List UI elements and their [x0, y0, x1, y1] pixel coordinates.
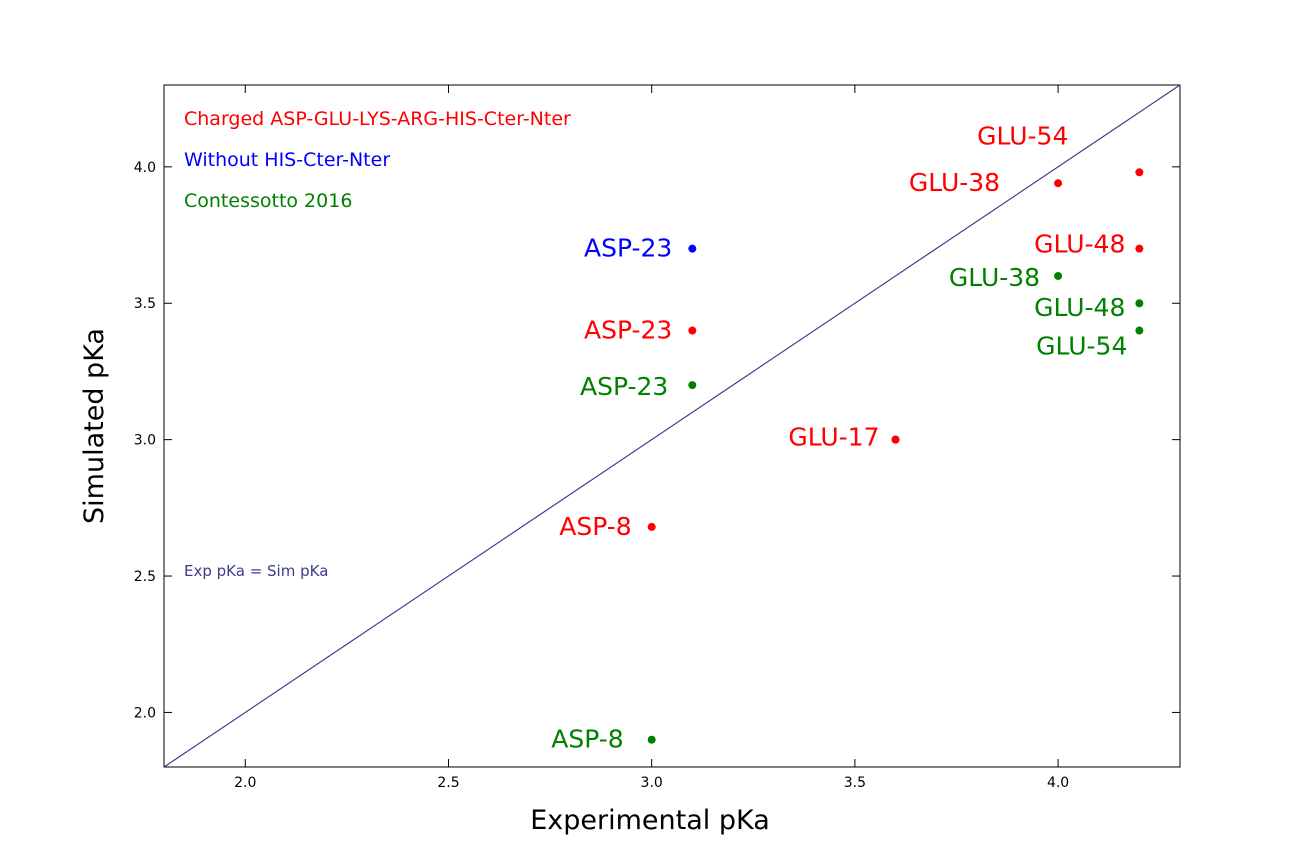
data-point: [688, 326, 697, 335]
data-point: [647, 735, 656, 744]
x-tick-label: 2.0: [234, 775, 256, 791]
data-point: [1054, 271, 1063, 280]
point-label: GLU-48: [1034, 230, 1125, 259]
y-tick-label: 2.5: [134, 569, 156, 585]
ticks-layer: 2.0 2.5 3.0 3.5 4.0 2.0 2.5 3.0 3.5 4.0: [134, 85, 1180, 791]
point-label: GLU-38: [949, 263, 1040, 292]
point-label: GLU-38: [909, 168, 1000, 197]
point-label: ASP-8: [559, 512, 631, 541]
data-point: [1135, 326, 1144, 335]
point-label: GLU-54: [977, 121, 1068, 150]
legend-entry: Charged ASP-GLU-LYS-ARG-HIS-Cter-Nter: [184, 108, 571, 130]
data-point: [1135, 244, 1144, 253]
x-axis-title: Experimental pKa: [530, 805, 770, 836]
data-point: [1135, 299, 1144, 308]
data-point: [1135, 168, 1144, 177]
point-label: ASP-8: [551, 725, 623, 754]
point-label: GLU-54: [1036, 332, 1127, 361]
legend-entry: Without HIS-Cter-Nter: [184, 149, 390, 171]
legend: Charged ASP-GLU-LYS-ARG-HIS-Cter-Nter Wit…: [184, 108, 571, 212]
points-layer: [647, 168, 1144, 744]
point-label: ASP-23: [584, 234, 672, 263]
y-tick-label: 2.0: [134, 705, 156, 721]
point-label: GLU-17: [788, 423, 879, 452]
point-label: ASP-23: [580, 372, 668, 401]
data-point: [688, 381, 697, 390]
point-label: ASP-23: [584, 316, 672, 345]
x-tick-label: 3.5: [844, 775, 866, 791]
reference-line-label: Exp pKa = Sim pKa: [184, 562, 328, 580]
y-axis-title: Simulated pKa: [79, 328, 110, 524]
y-tick-label: 4.0: [134, 160, 156, 176]
x-tick-label: 4.0: [1047, 775, 1069, 791]
x-tick-label: 2.5: [437, 775, 459, 791]
reference-line: [163, 84, 1181, 768]
legend-entry: Contessotto 2016: [184, 190, 352, 212]
data-point: [1054, 179, 1063, 188]
data-point: [891, 435, 900, 444]
y-tick-label: 3.5: [134, 296, 156, 312]
y-tick-label: 3.0: [134, 433, 156, 449]
x-tick-label: 3.0: [641, 775, 663, 791]
point-labels-layer: ASP-8ASP-23GLU-38GLU-48GLU-54ASP-8ASP-23…: [551, 121, 1127, 753]
data-point: [688, 244, 697, 253]
point-label: GLU-48: [1034, 293, 1125, 322]
data-point: [647, 522, 656, 531]
reference-line-layer: Exp pKa = Sim pKa: [163, 84, 1181, 768]
